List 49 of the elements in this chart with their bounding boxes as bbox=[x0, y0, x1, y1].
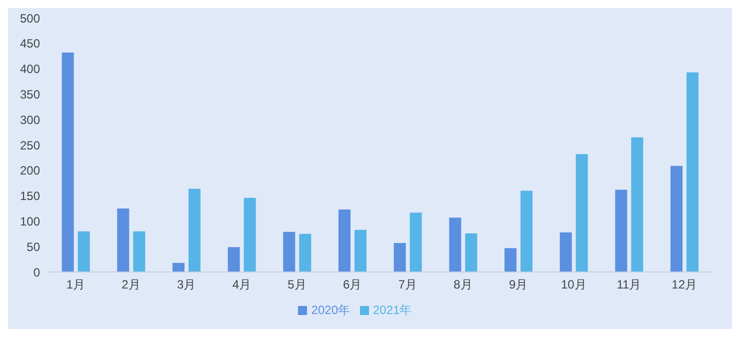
y-tick-label: 50 bbox=[26, 240, 40, 254]
bar bbox=[465, 233, 478, 272]
x-tick-label: 10月 bbox=[560, 278, 586, 292]
bar bbox=[354, 230, 366, 272]
y-tick-label: 400 bbox=[20, 62, 40, 76]
y-tick-label: 0 bbox=[33, 265, 40, 280]
y-tick-label: 350 bbox=[20, 87, 40, 102]
y-tick-label: 450 bbox=[20, 36, 40, 51]
bar bbox=[188, 188, 200, 272]
bar bbox=[244, 198, 256, 272]
y-tick-label: 150 bbox=[20, 189, 40, 204]
bar bbox=[520, 190, 532, 272]
bar bbox=[283, 232, 296, 272]
bar bbox=[172, 262, 184, 272]
bar bbox=[394, 243, 406, 272]
bar bbox=[410, 212, 422, 272]
bar bbox=[62, 52, 74, 272]
y-tick-label: 250 bbox=[20, 138, 40, 152]
bar bbox=[631, 137, 644, 272]
bar bbox=[133, 231, 146, 272]
bar bbox=[576, 154, 588, 272]
x-tick-label: 7月 bbox=[398, 278, 418, 292]
bar bbox=[560, 232, 572, 272]
bar bbox=[504, 248, 516, 272]
x-tick-label: 3月 bbox=[176, 278, 196, 292]
y-tick-label: 200 bbox=[20, 164, 40, 178]
bar bbox=[615, 190, 628, 272]
y-tick-label: 300 bbox=[20, 112, 40, 127]
x-tick-label: 4月 bbox=[232, 278, 252, 292]
x-tick-label: 1月 bbox=[66, 278, 86, 292]
x-tick-label: 5月 bbox=[288, 278, 306, 292]
bar bbox=[449, 218, 462, 272]
bar bbox=[670, 166, 682, 272]
x-tick-label: 11月 bbox=[616, 278, 642, 292]
y-tick-label: 500 bbox=[20, 11, 40, 26]
y-tick-label: 100 bbox=[20, 214, 40, 228]
bar bbox=[117, 208, 130, 272]
bar bbox=[228, 247, 240, 272]
x-tick-label: 8月 bbox=[454, 278, 472, 292]
bar bbox=[338, 210, 350, 272]
bar bbox=[686, 72, 698, 272]
legend-label: 2020年 bbox=[311, 303, 350, 317]
x-tick-label: 9月 bbox=[508, 278, 528, 292]
x-tick-label: 2月 bbox=[122, 278, 140, 292]
x-tick-label: 6月 bbox=[342, 278, 362, 292]
x-tick-label: 12月 bbox=[672, 278, 698, 292]
bar bbox=[299, 234, 312, 272]
bar bbox=[78, 231, 90, 272]
legend-label: 2021年 bbox=[373, 303, 412, 317]
